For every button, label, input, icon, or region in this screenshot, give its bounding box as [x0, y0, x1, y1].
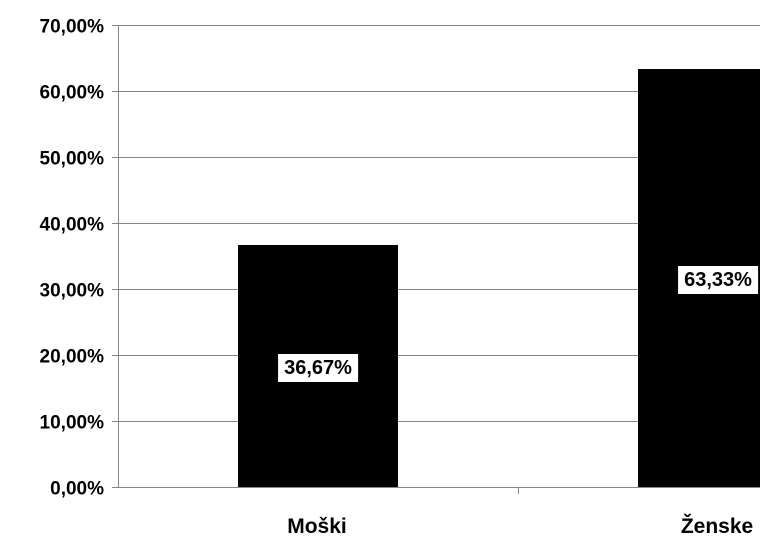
axes: [112, 25, 760, 494]
data-label-box: [278, 353, 359, 382]
y-tick-label: 20,00%: [40, 347, 105, 368]
x-axis-category-labels: Moški Ženske: [287, 514, 753, 538]
y-tick-label: 60,00%: [40, 83, 105, 104]
y-tick-label: 10,00%: [40, 413, 105, 434]
y-tick-label: 70,00%: [40, 17, 105, 38]
y-tick-label: 40,00%: [40, 215, 105, 236]
y-tick-label: 50,00%: [40, 149, 105, 170]
x-category-label: Ženske: [681, 514, 753, 538]
data-label: 63,33%: [678, 266, 759, 295]
x-category-label: Moški: [287, 515, 347, 538]
data-label-box: [678, 266, 759, 295]
y-tick-label: 30,00%: [40, 281, 105, 302]
data-labels: 36,67% 63,33%: [278, 266, 759, 382]
data-label-text: 36,67%: [284, 357, 352, 379]
y-axis-tick-labels: 0,00% 10,00% 20,00% 30,00% 40,00% 50,00% 60,00…: [40, 17, 105, 500]
gridlines: [118, 25, 760, 422]
data-label: 36,67%: [278, 353, 359, 382]
y-tick-label: 0,00%: [50, 479, 104, 500]
data-label-text: 63,33%: [684, 269, 752, 291]
